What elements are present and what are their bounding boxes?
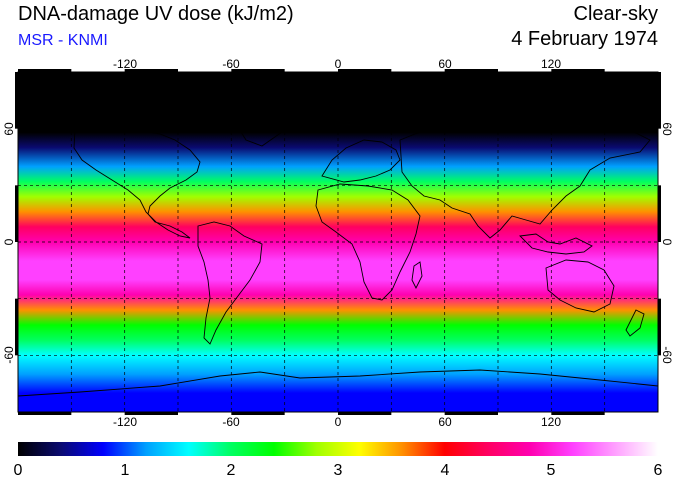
- lon-tick-top-1: -120: [113, 57, 137, 71]
- north-america-coastline: [73, 121, 201, 239]
- colorbar-labels: 0 1 2 3 4 5 6: [14, 462, 663, 479]
- frame-segment: [338, 69, 392, 72]
- lat-tick-right-1: 60: [660, 122, 674, 136]
- lat-tick-right-2: 0: [660, 239, 674, 246]
- lon-tick-bottom-5: 120: [541, 415, 561, 429]
- lon-tick-top-5: 120: [541, 57, 561, 71]
- frame-segment: [15, 185, 18, 242]
- frame-segment: [551, 69, 605, 72]
- frame-segment: [18, 69, 72, 72]
- date-label: 4 February 1974: [511, 28, 658, 50]
- frame-segment: [658, 298, 661, 356]
- antarctica-coastline: [18, 369, 658, 397]
- lon-tick-bottom-3: 0: [335, 415, 342, 429]
- map-frame: [15, 69, 661, 415]
- axis-labels: -120 -60 0 60 120 -120 -60 0 60 120 60 0…: [2, 57, 674, 429]
- frame-segment: [18, 412, 72, 415]
- lat-tick-right-3: -60: [660, 346, 674, 364]
- lat-tick-left-1: 60: [2, 122, 16, 136]
- colorbar-label-5: 5: [547, 462, 556, 479]
- map-title: DNA-damage UV dose (kJ/m2): [18, 3, 294, 25]
- colorbar-label-2: 2: [227, 462, 236, 479]
- lon-tick-top-4: 60: [438, 57, 452, 71]
- madagascar-coastline: [411, 261, 423, 290]
- frame-segment: [124, 412, 178, 415]
- frame-segment: [444, 412, 498, 415]
- europe-coastline: [321, 139, 401, 183]
- frame-segment: [551, 412, 605, 415]
- sky-condition-label: Clear-sky: [573, 3, 658, 25]
- colorbar-label-1: 1: [121, 462, 130, 479]
- lat-tick-left-3: -60: [2, 346, 16, 364]
- colorbar: 0 1 2 3 4 5 6: [14, 442, 663, 479]
- new-zealand-coastline: [625, 309, 645, 337]
- asia-coastline: [399, 113, 651, 239]
- lon-tick-bottom-4: 60: [438, 415, 452, 429]
- frame-segment: [658, 72, 661, 129]
- colorbar-label-6: 6: [654, 462, 663, 479]
- lon-tick-bottom-2: -60: [222, 415, 240, 429]
- colorbar-label-3: 3: [334, 462, 343, 479]
- lon-tick-top-3: 0: [335, 57, 342, 71]
- greenland-coastline: [229, 95, 295, 147]
- frame-segment: [444, 69, 498, 72]
- frame-segment: [15, 72, 18, 129]
- graticule: [18, 72, 658, 412]
- maritime-se-asia-coastline: [519, 233, 593, 255]
- frame-segment: [231, 69, 285, 72]
- lon-tick-bottom-1: -120: [113, 415, 137, 429]
- lat-tick-left-2: 0: [2, 238, 16, 245]
- frame-segment: [658, 185, 661, 242]
- lon-tick-top-2: -60: [222, 57, 240, 71]
- frame-segment: [338, 412, 392, 415]
- frame-segment: [15, 298, 18, 356]
- colorbar-label-4: 4: [441, 462, 450, 479]
- south-america-coastline: [197, 221, 263, 345]
- frame-segment: [231, 412, 285, 415]
- source-label: MSR - KNMI: [18, 32, 108, 49]
- coastline-layer: [18, 95, 658, 397]
- frame-ticks: [15, 69, 661, 415]
- africa-coastline: [315, 183, 421, 301]
- colorbar-ramp: [18, 442, 658, 456]
- colorbar-label-0: 0: [14, 462, 23, 479]
- australia-coastline: [545, 259, 615, 313]
- frame-segment: [124, 69, 178, 72]
